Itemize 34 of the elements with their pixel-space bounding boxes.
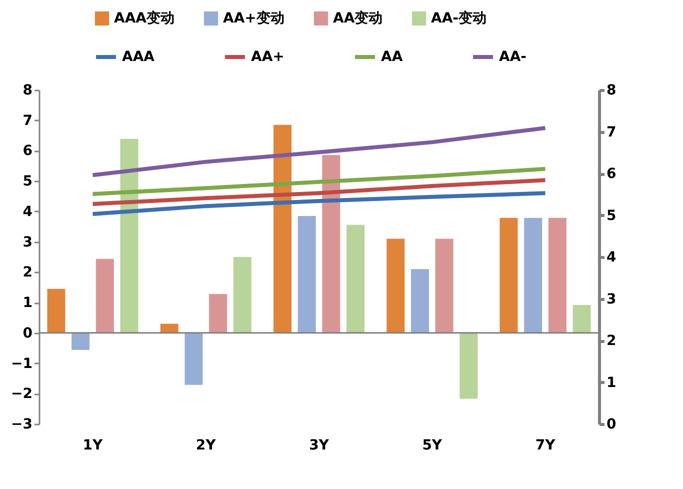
y2-tick-label: 1 [606,374,616,391]
y-tick-label: 2 [22,264,32,281]
y-tick-label: 8 [22,82,32,98]
y2-tick-label: 6 [606,166,616,182]
x-tick-label: 1Y [82,438,104,454]
y2-tick-label: 3 [606,291,616,308]
legend-label: AAA [122,49,155,65]
x-tick-label: 7Y [535,438,556,454]
x-tick-label: 5Y [422,438,443,454]
legend-label: AA变动 [333,9,383,26]
y-tick-label: 1 [22,295,32,312]
y-tick-label: −1 [11,356,32,372]
y2-tick-label: 4 [606,250,616,266]
legend-label: AAA变动 [114,9,175,26]
y2-tick-label: 8 [606,82,616,98]
y2-tick-label: 7 [606,124,616,140]
legend-label: AA- [499,49,527,65]
y-tick-label: 6 [22,143,32,160]
y-tick-label: 3 [22,234,32,250]
y-tick-label: 7 [22,112,32,129]
y2-tick-label: 0 [606,416,616,432]
y2-tick-label: 2 [606,333,616,349]
y-tick-label: 5 [22,174,32,190]
legend-label: AA+ [251,49,284,65]
x-tick-label: 2Y [196,438,217,454]
legend-label: AA-变动 [431,9,486,26]
y2-tick-label: 5 [606,208,616,224]
y-tick-label: 4 [22,204,33,220]
y-tick-label: −2 [11,386,32,402]
x-tick-label: 3Y [309,438,330,454]
y-tick-label: 0 [22,325,33,342]
legend-label: AA [381,49,403,65]
y-tick-label: −3 [11,416,32,432]
legend-label: AA+变动 [223,9,284,26]
